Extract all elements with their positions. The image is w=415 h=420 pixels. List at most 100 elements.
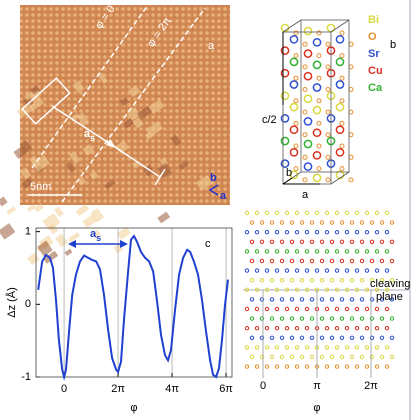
atom <box>303 162 313 171</box>
x-tick-label: 4π <box>165 383 179 395</box>
atom <box>374 268 380 273</box>
annotation-sub: s <box>96 233 101 243</box>
stm-patch <box>116 226 131 240</box>
atom <box>294 230 300 235</box>
stm-patch <box>128 85 141 98</box>
atom <box>274 345 280 350</box>
stm-patch <box>136 105 153 120</box>
annotation-main: a <box>90 228 97 240</box>
atom <box>384 249 390 254</box>
atom <box>339 239 345 245</box>
stm-patch <box>82 214 98 229</box>
stm-patch <box>54 206 64 218</box>
atom <box>304 326 310 331</box>
atom <box>329 278 335 283</box>
atom <box>344 210 350 216</box>
stm-patch <box>97 72 109 85</box>
atom <box>289 34 299 44</box>
atom <box>309 316 315 321</box>
stm-patch <box>55 233 69 248</box>
atom <box>254 345 260 350</box>
panel-letter: b <box>390 39 396 51</box>
plot-frame <box>35 227 233 378</box>
stm-patch <box>122 118 135 129</box>
panel-letter: a <box>208 40 215 52</box>
atom <box>289 220 295 225</box>
axis-label: a <box>220 190 227 202</box>
atom <box>259 297 265 302</box>
x-tick-label: π <box>313 380 321 392</box>
atom <box>274 230 280 235</box>
atom <box>369 239 375 245</box>
atom <box>284 210 290 216</box>
atom <box>294 364 300 369</box>
atom <box>374 210 380 216</box>
atom <box>349 297 355 302</box>
atom <box>294 268 300 273</box>
stm-patch <box>72 80 85 94</box>
atom <box>279 316 285 321</box>
atom <box>334 210 340 216</box>
atom <box>384 364 390 369</box>
atom <box>284 306 290 312</box>
atom <box>304 287 310 292</box>
atom <box>369 278 375 283</box>
atom <box>325 109 331 115</box>
atom <box>335 125 345 135</box>
atom <box>279 354 285 360</box>
dashed-line <box>31 4 149 169</box>
atom <box>249 335 255 340</box>
atom <box>329 297 335 302</box>
atom <box>316 98 322 104</box>
atom <box>314 249 320 254</box>
atom <box>348 64 354 70</box>
atom <box>284 326 290 331</box>
atom <box>302 177 308 183</box>
stm-patch <box>13 146 27 159</box>
atom <box>319 278 325 283</box>
atom <box>354 306 360 312</box>
atom <box>293 30 299 36</box>
atom <box>244 268 250 273</box>
atom <box>348 41 354 47</box>
atom <box>389 258 395 264</box>
atom <box>289 316 295 321</box>
atom <box>304 268 310 273</box>
atom <box>379 316 385 321</box>
atom <box>274 364 280 369</box>
atom <box>280 46 290 55</box>
atom <box>274 287 280 292</box>
atom <box>364 249 370 254</box>
atom <box>254 326 260 331</box>
atom <box>309 278 315 283</box>
stm-patch <box>68 231 81 243</box>
atom <box>369 258 375 264</box>
atom <box>384 306 390 312</box>
stm-patch <box>170 134 182 147</box>
atom <box>334 345 340 350</box>
atom <box>284 345 290 350</box>
atom <box>334 230 340 235</box>
profile-line <box>111 144 161 178</box>
atom <box>280 91 290 101</box>
y-tick-label: -1 <box>21 371 31 383</box>
atom <box>289 170 299 180</box>
stm-patch <box>68 151 81 164</box>
atom <box>299 278 305 283</box>
atom <box>364 345 370 350</box>
atom <box>254 210 260 216</box>
legend-entry: Sr <box>368 48 380 60</box>
atom <box>339 98 345 104</box>
atom <box>303 26 313 36</box>
atom <box>348 109 354 115</box>
atom <box>249 297 255 302</box>
curve <box>37 234 229 381</box>
atom <box>294 326 300 331</box>
atom <box>369 335 375 340</box>
y-tick-label: 1 <box>25 226 31 238</box>
atom <box>354 326 360 331</box>
atom <box>309 220 315 225</box>
atom <box>264 364 270 369</box>
atom <box>359 335 365 340</box>
atom <box>359 220 365 225</box>
